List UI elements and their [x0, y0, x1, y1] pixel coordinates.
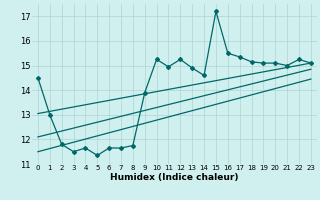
X-axis label: Humidex (Indice chaleur): Humidex (Indice chaleur) [110, 173, 239, 182]
